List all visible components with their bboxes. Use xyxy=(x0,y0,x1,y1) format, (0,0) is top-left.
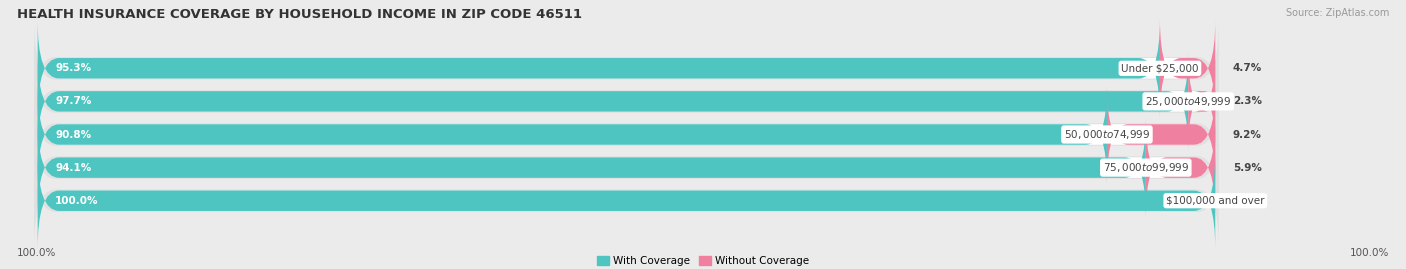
FancyBboxPatch shape xyxy=(34,119,1219,216)
Text: 100.0%: 100.0% xyxy=(55,196,98,206)
Text: 100.0%: 100.0% xyxy=(1350,248,1389,258)
FancyBboxPatch shape xyxy=(1146,118,1215,217)
Text: HEALTH INSURANCE COVERAGE BY HOUSEHOLD INCOME IN ZIP CODE 46511: HEALTH INSURANCE COVERAGE BY HOUSEHOLD I… xyxy=(17,8,582,21)
Legend: With Coverage, Without Coverage: With Coverage, Without Coverage xyxy=(592,252,814,269)
FancyBboxPatch shape xyxy=(38,118,1215,217)
Text: 90.8%: 90.8% xyxy=(55,129,91,140)
FancyBboxPatch shape xyxy=(38,19,1160,118)
Text: Source: ZipAtlas.com: Source: ZipAtlas.com xyxy=(1285,8,1389,18)
FancyBboxPatch shape xyxy=(34,86,1219,183)
Text: $25,000 to $49,999: $25,000 to $49,999 xyxy=(1144,95,1232,108)
Text: 100.0%: 100.0% xyxy=(17,248,56,258)
FancyBboxPatch shape xyxy=(38,118,1146,217)
Text: 94.1%: 94.1% xyxy=(55,162,91,173)
FancyBboxPatch shape xyxy=(38,52,1188,151)
Text: 5.9%: 5.9% xyxy=(1233,162,1261,173)
FancyBboxPatch shape xyxy=(38,85,1107,184)
Text: 2.3%: 2.3% xyxy=(1233,96,1263,107)
Text: 0.0%: 0.0% xyxy=(1233,196,1263,206)
FancyBboxPatch shape xyxy=(34,20,1219,117)
FancyBboxPatch shape xyxy=(38,85,1215,184)
FancyBboxPatch shape xyxy=(1107,85,1215,184)
FancyBboxPatch shape xyxy=(38,19,1215,118)
Text: $75,000 to $99,999: $75,000 to $99,999 xyxy=(1102,161,1189,174)
FancyBboxPatch shape xyxy=(38,52,1215,151)
FancyBboxPatch shape xyxy=(34,152,1219,249)
FancyBboxPatch shape xyxy=(34,53,1219,150)
Text: 97.7%: 97.7% xyxy=(55,96,91,107)
FancyBboxPatch shape xyxy=(38,151,1215,250)
Text: Under $25,000: Under $25,000 xyxy=(1121,63,1199,73)
Text: 4.7%: 4.7% xyxy=(1233,63,1263,73)
Text: $100,000 and over: $100,000 and over xyxy=(1166,196,1264,206)
FancyBboxPatch shape xyxy=(38,151,1215,250)
FancyBboxPatch shape xyxy=(1188,52,1215,151)
Text: $50,000 to $74,999: $50,000 to $74,999 xyxy=(1064,128,1150,141)
Text: 9.2%: 9.2% xyxy=(1233,129,1261,140)
FancyBboxPatch shape xyxy=(1160,19,1215,118)
Text: 95.3%: 95.3% xyxy=(55,63,91,73)
